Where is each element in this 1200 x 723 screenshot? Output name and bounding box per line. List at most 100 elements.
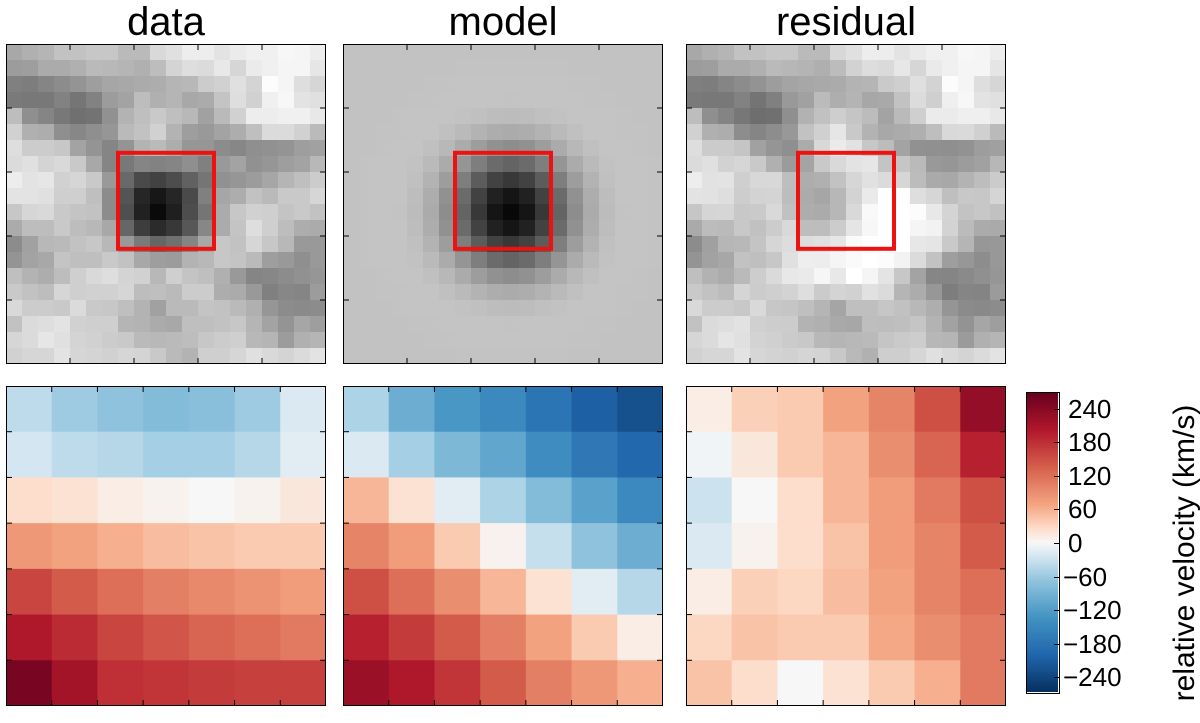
flux-pixel — [455, 204, 472, 221]
flux-pixel — [766, 284, 783, 301]
flux-pixel — [86, 76, 103, 93]
colorbar-band — [1027, 525, 1058, 529]
flux-pixel — [439, 332, 456, 349]
flux-pixel — [990, 76, 1006, 93]
flux-pixel — [798, 204, 815, 221]
flux-pixel — [54, 44, 71, 61]
flux-pixel — [551, 156, 568, 173]
flux-pixel — [455, 92, 472, 109]
flux-pixel — [391, 60, 408, 77]
flux-pixel — [182, 156, 199, 173]
flux-pixel — [926, 204, 943, 221]
colorbar-band — [1027, 664, 1058, 668]
flux-pixel — [118, 204, 135, 221]
flux-pixel — [134, 220, 151, 237]
flux-pixel — [102, 188, 119, 205]
flux-pixel — [407, 76, 424, 93]
velocity-pixel — [97, 386, 144, 433]
flux-pixel — [118, 92, 135, 109]
velocity-pixel — [6, 386, 53, 433]
flux-pixel — [686, 108, 703, 125]
velocity-pixel — [868, 477, 916, 524]
flux-pixel — [22, 236, 39, 253]
flux-pixel — [343, 268, 360, 285]
flux-pixel — [471, 108, 488, 125]
flux-pixel — [38, 140, 55, 157]
flux-pixel — [718, 44, 735, 61]
velocity-pixel — [51, 477, 99, 524]
flux-pixel — [310, 332, 326, 349]
flux-pixel — [535, 156, 552, 173]
flux-pixel — [551, 220, 568, 237]
flux-pixel — [246, 348, 263, 364]
flux-pixel — [455, 220, 472, 237]
velocity-pixel — [731, 523, 779, 570]
flux-pixel — [166, 284, 183, 301]
flux-pixel — [862, 268, 879, 285]
flux-pixel — [702, 284, 719, 301]
flux-pixel — [22, 92, 39, 109]
flux-pixel — [846, 188, 863, 205]
flux-pixel — [182, 92, 199, 109]
flux-pixel — [910, 284, 927, 301]
flux-pixel — [798, 332, 815, 349]
panel-title-model: model — [448, 0, 558, 44]
velocity-pixel — [525, 386, 573, 433]
flux-pixel — [830, 172, 847, 189]
flux-pixel — [86, 204, 103, 221]
flux-pixel — [519, 204, 536, 221]
colorbar-band — [1027, 535, 1058, 539]
flux-pixel — [102, 108, 119, 125]
flux-pixel — [134, 252, 151, 269]
flux-pixel — [294, 236, 311, 253]
flux-pixel — [702, 204, 719, 221]
velocity-pixel — [960, 477, 1006, 524]
flux-pixel — [942, 140, 959, 157]
flux-pixel — [830, 156, 847, 173]
flux-pixel — [878, 76, 895, 93]
flux-pixel — [310, 284, 326, 301]
flux-pixel — [942, 252, 959, 269]
colorbar-band — [1027, 607, 1058, 611]
flux-pixel — [375, 300, 392, 317]
flux-pixel — [230, 172, 247, 189]
flux-pixel — [118, 252, 135, 269]
flux-pixel — [471, 332, 488, 349]
flux-pixel — [910, 156, 927, 173]
flux-pixel — [214, 268, 231, 285]
flux-pixel — [166, 92, 183, 109]
velocity-pixel — [143, 431, 190, 479]
flux-pixel — [862, 284, 879, 301]
colorbar-tick-mark — [1054, 576, 1060, 578]
flux-pixel — [150, 44, 167, 61]
flux-pixel — [22, 316, 39, 333]
colorbar-band — [1027, 629, 1058, 633]
velocity-pixel — [960, 386, 1006, 433]
flux-pixel — [262, 92, 279, 109]
flux-pixel — [38, 284, 55, 301]
flux-pixel — [407, 300, 424, 317]
colorbar-tick-label: 60 — [1068, 494, 1097, 525]
flux-pixel — [782, 108, 799, 125]
flux-pixel — [54, 252, 71, 269]
flux-pixel — [487, 44, 504, 61]
flux-pixel — [166, 156, 183, 173]
flux-pixel — [102, 348, 119, 364]
flux-pixel — [702, 220, 719, 237]
flux-pixel — [6, 156, 23, 173]
flux-pixel — [686, 76, 703, 93]
flux-pixel — [182, 188, 199, 205]
flux-pixel — [54, 76, 71, 93]
colorbar-band — [1027, 679, 1058, 683]
flux-pixel — [22, 348, 39, 364]
colorbar-band — [1027, 400, 1058, 404]
flux-pixel — [487, 316, 504, 333]
flux-pixel — [471, 252, 488, 269]
flux-pixel — [551, 316, 568, 333]
flux-pixel — [734, 316, 751, 333]
flux-pixel — [942, 332, 959, 349]
colorbar-band — [1027, 457, 1058, 461]
flux-pixel — [375, 76, 392, 93]
velocity-pixel — [914, 660, 961, 706]
flux-pixel — [750, 236, 767, 253]
